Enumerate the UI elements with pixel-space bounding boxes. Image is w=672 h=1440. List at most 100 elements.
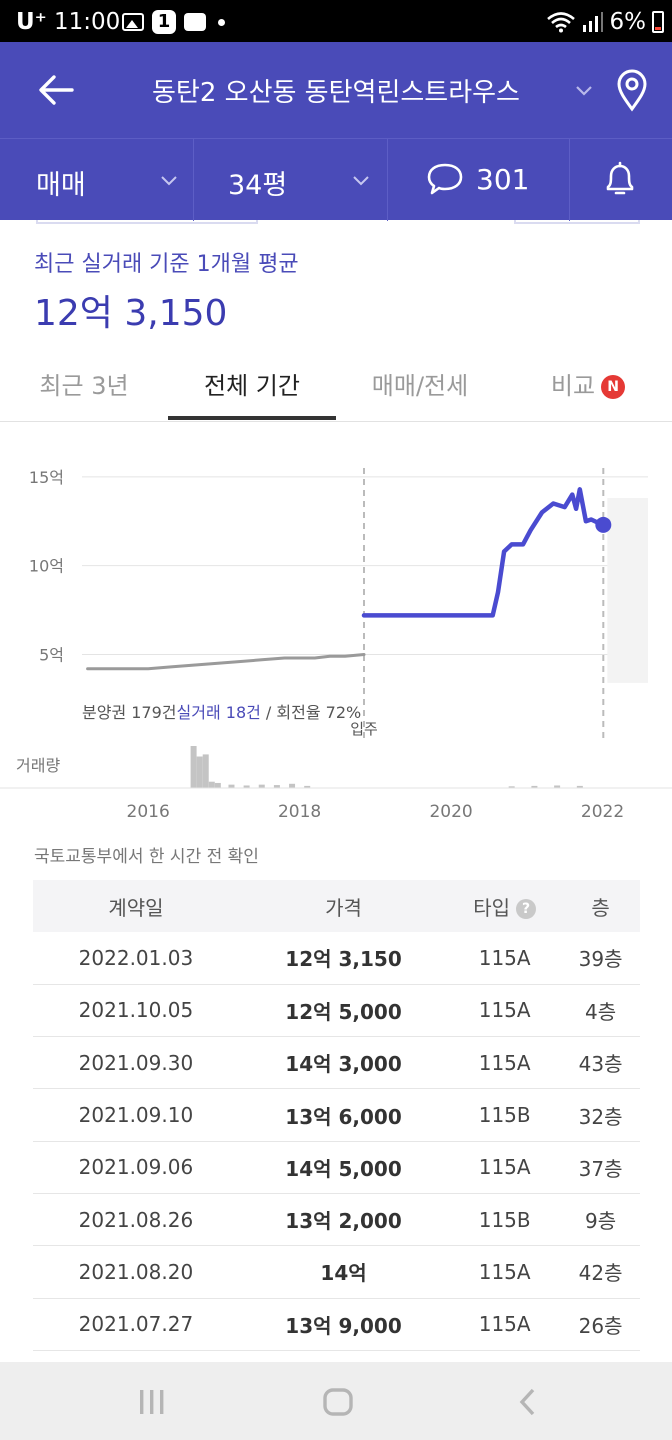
turnover-rate: / 회전율 72%	[261, 703, 361, 722]
help-icon[interactable]: ?	[516, 898, 537, 919]
volume-bar	[289, 783, 296, 788]
cell-price: 14억 3,000	[238, 1036, 449, 1090]
latest-price-point[interactable]	[595, 516, 612, 533]
tab-label: 최근 3년	[39, 372, 129, 400]
cell-contract-date: 2021.09.30	[33, 1036, 239, 1090]
system-icons: 6%	[546, 9, 664, 35]
cell-type: 115B	[448, 1193, 562, 1247]
y-axis-ticks: 15억 10억 5억	[29, 468, 64, 665]
speech-bubble-icon	[427, 163, 463, 195]
cell-type: 115A	[448, 984, 562, 1038]
tab-sale-jeonse[interactable]: 매매/전세	[336, 366, 504, 401]
annotation-text: 분양권 179건실거래 18건 / 회전율 72%	[82, 703, 361, 722]
recent-apps-icon[interactable]	[132, 1382, 172, 1422]
volume-bar	[228, 784, 235, 788]
series-layer	[86, 487, 606, 671]
cell-floor: 32층	[561, 1088, 640, 1142]
home-icon[interactable]	[318, 1382, 358, 1422]
signal-icon	[582, 12, 603, 32]
app-header: 동탄2 오산동 동탄역린스트라우스	[0, 42, 672, 138]
cell-contract-date: 2021.10.05	[33, 984, 239, 1038]
bell-icon[interactable]	[602, 159, 638, 199]
status-bar: U⁺ 11:00 1 6%	[0, 0, 672, 42]
tab-label: 전체 기간	[204, 372, 300, 400]
volume-bars	[190, 746, 583, 788]
cell-price: 13억 2,000	[238, 1193, 449, 1247]
comment-count: 301	[476, 163, 530, 196]
price-chart[interactable]: 15억 10억 5억 분양권 179건실거래 18건 / 회전율 72% 입주 거래…	[0, 440, 672, 830]
cell-floor: 39층	[561, 932, 640, 985]
cell-contract-date: 2021.09.06	[33, 1141, 239, 1194]
actual-trade-count: 실거래 18건	[177, 703, 261, 722]
android-nav-bar	[0, 1362, 672, 1440]
cell-contract-date: 2021.07.27	[33, 1298, 239, 1351]
transaction-table: 계약일 가격 타입? 층 2022.01.03 12억 3,150 115A 39층 2…	[33, 880, 640, 1351]
cell-type: 115A	[448, 1141, 562, 1194]
volume-bar	[202, 754, 209, 788]
volume-bar	[508, 786, 515, 788]
map-pin-icon[interactable]	[612, 68, 652, 112]
cell-contract-date: 2021.08.26	[33, 1193, 239, 1247]
table-row[interactable]: 2021.08.26 13억 2,000 115B 9층	[33, 1193, 640, 1247]
cell-floor: 42층	[561, 1245, 640, 1299]
y-tick-label: 10억	[29, 557, 64, 576]
table-body: 2022.01.03 12억 3,150 115A 39층 2021.10.05 12억 …	[33, 932, 640, 1351]
cell-type: 115A	[448, 1298, 562, 1351]
tab-all-period[interactable]: 전체 기간	[168, 366, 336, 401]
volume-bar	[531, 785, 538, 788]
x-tick-label: 2020	[429, 802, 472, 822]
chevron-down-icon	[161, 176, 177, 186]
battery-icon	[652, 11, 664, 33]
volume-bar	[576, 785, 583, 788]
volume-bar	[196, 756, 203, 788]
col-type: 타입?	[448, 880, 562, 932]
y-tick-label: 5억	[39, 645, 64, 664]
table-row[interactable]: 2021.09.06 14억 5,000 115A 37층	[33, 1141, 640, 1194]
table-row[interactable]: 2021.10.05 12억 5,000 115A 4층	[33, 984, 640, 1038]
comments-button[interactable]: 301	[388, 139, 570, 221]
more-notifications-icon	[218, 18, 225, 26]
average-price-value: 12억 3,150	[34, 293, 228, 334]
cell-contract-date: 2021.08.20	[33, 1245, 239, 1299]
presale-count: 분양권 179건	[82, 703, 177, 722]
back-icon[interactable]	[508, 1382, 548, 1422]
price-series-line	[361, 487, 606, 618]
new-badge: N	[601, 375, 626, 399]
x-tick-label: 2018	[278, 802, 321, 822]
cell-price: 13억 6,000	[238, 1088, 449, 1142]
table-row[interactable]: 2021.09.30 14억 3,000 115A 43층	[33, 1036, 640, 1090]
chevron-down-icon[interactable]	[572, 78, 596, 102]
volume-bar	[304, 785, 311, 788]
table-row[interactable]: 2021.07.27 13억 9,000 115A 26층	[33, 1298, 640, 1351]
cell-price: 13억 9,000	[238, 1298, 449, 1351]
carrier-label: U⁺	[16, 9, 47, 35]
cell-price: 12억 3,150	[238, 932, 449, 985]
scroll-shadow	[514, 220, 640, 224]
average-price-label: 최근 실거래 기준 1개월 평균	[34, 252, 299, 277]
cell-contract-date: 2022.01.03	[33, 932, 239, 985]
move-in-label: 입주	[350, 720, 378, 738]
cell-type: 115A	[448, 932, 562, 985]
tab-recent-3-years[interactable]: 최근 3년	[0, 366, 168, 401]
table-row[interactable]: 2022.01.03 12억 3,150 115A 39층	[33, 932, 640, 985]
volume-bar	[243, 785, 250, 788]
future-period-shade	[607, 498, 648, 683]
table-header-row: 계약일 가격 타입? 층	[33, 880, 640, 932]
trade-type-dropdown[interactable]: 매매	[0, 139, 194, 221]
message-icon	[184, 13, 206, 31]
active-tab-indicator	[168, 416, 336, 420]
size-label: 34평	[228, 170, 288, 201]
cell-floor: 26층	[561, 1298, 640, 1351]
size-dropdown[interactable]: 34평	[194, 139, 388, 221]
period-tabs: 최근 3년 전체 기간 매매/전세 비교 N	[0, 344, 672, 422]
complex-title[interactable]: 동탄2 오산동 동탄역린스트라우스	[152, 78, 520, 108]
scroll-shadow	[36, 220, 258, 224]
back-arrow-icon[interactable]	[36, 70, 76, 110]
table-row[interactable]: 2021.09.10 13억 6,000 115B 32층	[33, 1088, 640, 1142]
clock: 11:00	[54, 9, 121, 35]
volume-bar	[190, 746, 197, 788]
cell-type: 115B	[448, 1088, 562, 1142]
x-axis-ticks: 2016 2018 2020 2022	[127, 802, 625, 822]
table-row[interactable]: 2021.08.20 14억 115A 42층	[33, 1245, 640, 1299]
tab-compare[interactable]: 비교 N	[504, 366, 672, 401]
